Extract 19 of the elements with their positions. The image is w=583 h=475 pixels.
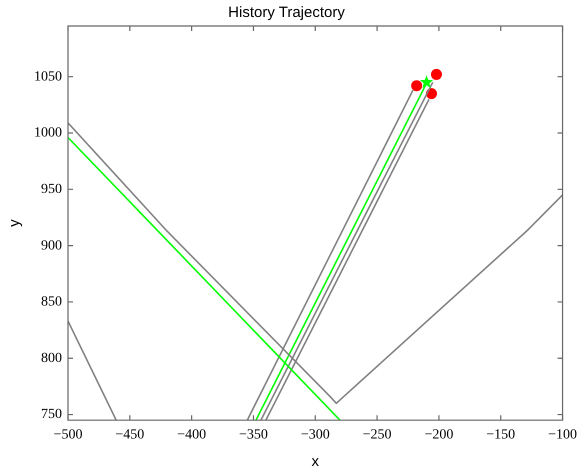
x-tick-label: −300 <box>300 427 330 442</box>
x-tick-label: −150 <box>486 427 516 442</box>
y-tick-label: 1000 <box>34 126 62 141</box>
y-tick-label: 950 <box>41 182 62 197</box>
x-tick-label: −200 <box>424 427 454 442</box>
x-tick-label: −100 <box>548 427 578 442</box>
y-tick-label: 750 <box>41 407 62 422</box>
y-tick-label: 800 <box>41 350 62 366</box>
x-axis-title: x <box>312 453 320 470</box>
x-tick-label: −400 <box>177 427 206 442</box>
x-tick-label: −250 <box>362 427 392 442</box>
y-tick-label: 900 <box>41 238 62 254</box>
x-tick-label: −500 <box>54 427 82 442</box>
x-tick-label: −350 <box>239 427 268 442</box>
y-axis-title: y <box>6 218 24 227</box>
chart-title: History Trajectory <box>228 4 346 22</box>
x-tick-label: −450 <box>115 427 144 442</box>
y-tick-label: 850 <box>41 294 62 310</box>
y-tick-label: 1050 <box>34 69 62 84</box>
